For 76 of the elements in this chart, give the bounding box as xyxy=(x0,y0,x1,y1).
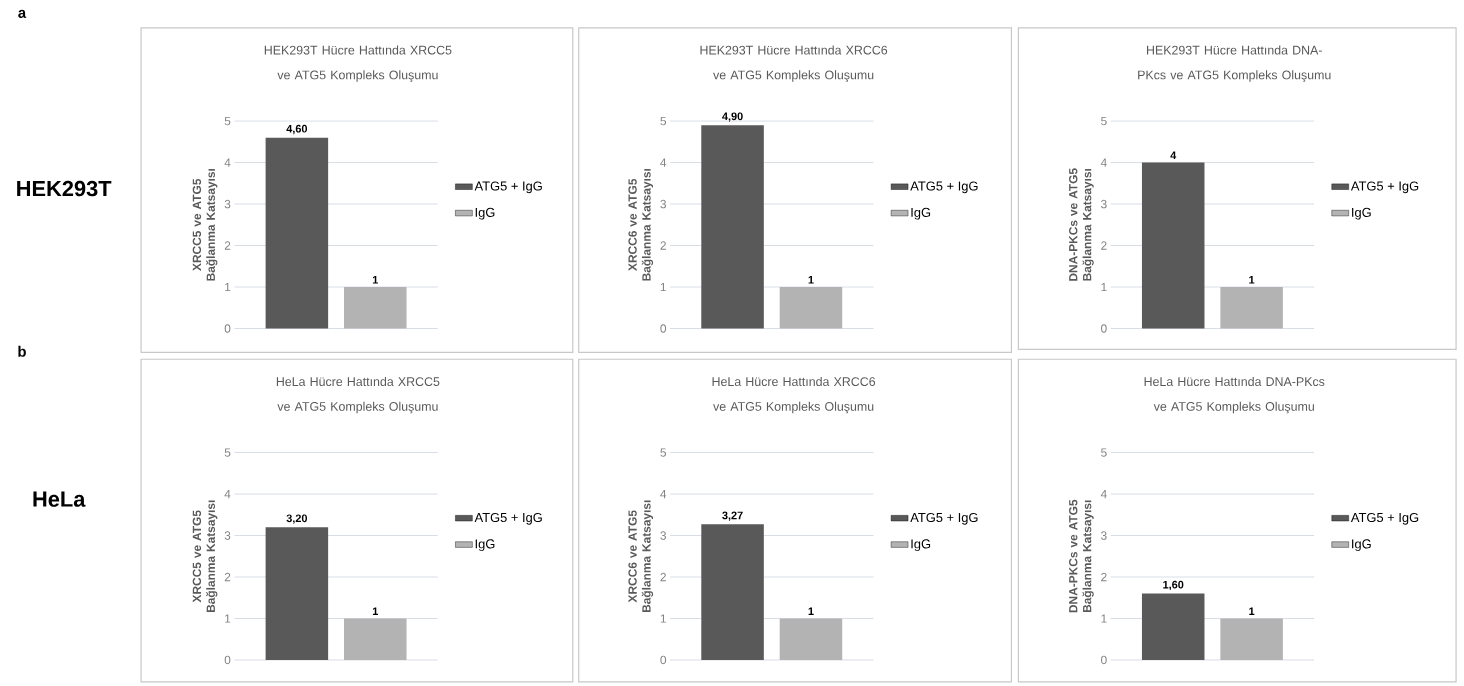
y-tick-label: 4 xyxy=(1100,158,1107,167)
y-tick-label: 4 xyxy=(224,490,231,499)
y-tick-label: 3 xyxy=(1101,199,1107,209)
data-label: 4 xyxy=(1170,151,1177,160)
y-tick-label: 4 xyxy=(224,158,231,167)
y-tick-label: 2 xyxy=(1101,241,1107,250)
y-tick-label: 0 xyxy=(1101,324,1107,333)
y-tick-label: 0 xyxy=(224,324,231,333)
y-tick-label: 5 xyxy=(1101,448,1107,457)
y-tick-label: 0 xyxy=(660,655,667,665)
data-label: 1 xyxy=(808,607,814,616)
y-tick-label: 0 xyxy=(1101,655,1107,665)
chart-title: HeLa Hücre Hattında XRCC5 ve ATG5 Kompleks Oluşumu xyxy=(276,376,440,414)
y-tick-label: 4 xyxy=(1100,490,1107,499)
y-tick-label: 4 xyxy=(660,158,667,167)
data-label: 1 xyxy=(372,607,378,616)
legend-label: ATG5 + IgG xyxy=(474,181,542,194)
y-tick-label: 5 xyxy=(224,448,231,457)
legend-label: IgG xyxy=(1352,539,1371,552)
y-tick-label: 1 xyxy=(225,283,231,292)
text: b xyxy=(18,345,26,357)
legend-label: IgG xyxy=(911,207,931,220)
y-tick-label: 1 xyxy=(660,614,666,623)
y-tick-label: 2 xyxy=(1101,572,1107,582)
y-tick-label: 3 xyxy=(224,531,231,540)
legend-label: ATG5 + IgG xyxy=(474,513,542,525)
legend-label: ATG5 + IgG xyxy=(1350,181,1419,194)
y-axis-title: DNA-PKCs ve ATG5 Bağlanma Katsayısı xyxy=(1069,499,1094,613)
y-tick-label: 5 xyxy=(224,117,231,126)
y-axis-title: DNA-PKCs ve ATG5 Bağlanma Katsayısı xyxy=(1069,168,1094,281)
y-tick-label: 5 xyxy=(660,448,667,457)
y-tick-label: 4 xyxy=(660,490,667,499)
text: a xyxy=(18,9,27,19)
y-axis-title: XRCC6 ve ATG5 Bağlanma Katsayısı xyxy=(628,169,654,281)
y-tick-label: 1 xyxy=(1101,283,1107,292)
y-axis-title: XRCC5 ve ATG5 Bağlanma Katsayısı xyxy=(192,500,218,613)
y-tick-label: 0 xyxy=(224,655,231,665)
y-tick-label: 5 xyxy=(660,117,667,126)
y-tick-label: 2 xyxy=(224,572,231,582)
y-tick-label: 1 xyxy=(1101,614,1107,623)
chart-title: HEK293T Hücre Hattında XRCC6 ve ATG5 Kompleks Oluşumu xyxy=(700,45,888,82)
y-axis-title: XRCC6 ve ATG5 Bağlanma Katsayısı xyxy=(628,500,654,613)
text: HeLa xyxy=(33,491,86,507)
y-tick-label: 1 xyxy=(660,283,666,292)
legend-label: ATG5 + IgG xyxy=(910,181,978,194)
y-tick-label: 3 xyxy=(660,531,667,540)
y-tick-label: 3 xyxy=(660,199,667,209)
data-label: 1,60 xyxy=(1163,580,1184,591)
data-label: 3,27 xyxy=(722,511,743,521)
y-tick-label: 3 xyxy=(1101,531,1107,540)
data-label: 1 xyxy=(808,276,814,284)
data-label: 4,90 xyxy=(722,112,743,122)
chart-title: HeLa Hücre Hattında DNA-PKcs ve ATG5 Kompleks Oluşumu xyxy=(1144,376,1325,414)
y-axis-title: XRCC5 ve ATG5 Bağlanma Katsayısı xyxy=(192,169,218,281)
chart-title: HEK293T Hücre Hattında DNA-PKcs ve ATG5 Kompleks Oluşumu xyxy=(1138,45,1331,82)
data-label: 1 xyxy=(1249,276,1255,284)
legend-label: IgG xyxy=(475,207,495,220)
y-tick-label: 2 xyxy=(660,572,666,582)
y-tick-label: 2 xyxy=(660,241,666,250)
y-tick-label: 2 xyxy=(224,241,231,250)
legend-label: IgG xyxy=(1352,207,1371,220)
y-tick-label: 0 xyxy=(660,324,667,333)
y-tick-label: 5 xyxy=(1101,117,1107,126)
legend-label: ATG5 + IgG xyxy=(1350,513,1419,525)
y-tick-label: 1 xyxy=(225,614,231,623)
data-label: 1 xyxy=(1249,607,1255,616)
data-label: 4,60 xyxy=(286,124,308,135)
text: HEK293T xyxy=(17,180,112,197)
chart-title: HeLa Hücre Hattında XRCC6 ve ATG5 Kompleks Oluşumu xyxy=(712,376,876,414)
y-tick-label: 3 xyxy=(224,199,231,209)
data-label: 1 xyxy=(372,276,378,284)
legend-label: ATG5 + IgG xyxy=(910,513,978,525)
data-label: 3,20 xyxy=(286,514,308,524)
legend-label: IgG xyxy=(911,539,931,552)
legend-label: IgG xyxy=(475,539,495,552)
chart-title: HEK293T Hücre Hattında XRCC5 ve ATG5 Kompleks Oluşumu xyxy=(264,45,452,82)
